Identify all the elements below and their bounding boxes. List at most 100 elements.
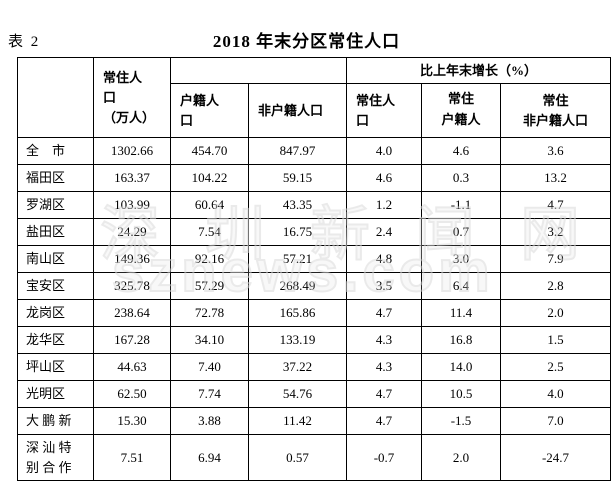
cell-growth-resident: 3.5: [346, 272, 422, 300]
cell-non-hukou: 0.57: [248, 434, 347, 481]
cell-growth-resident: 4.7: [346, 299, 422, 327]
cell-growth-resident: 2.4: [346, 218, 422, 246]
cell-district: 宝安区: [17, 272, 94, 300]
cell-hukou: 7.74: [170, 380, 249, 408]
cell-district: 光明区: [17, 380, 94, 408]
col-header-growth-resident: 常住人 口: [346, 83, 422, 138]
table-number-label: 表 2: [8, 34, 41, 50]
cell-growth-hukou: -1.1: [421, 191, 501, 219]
table-row: 光明区 62.50 7.74 54.76 4.7 10.5 4.0: [17, 380, 612, 408]
cell-growth-hukou: 3.0: [421, 245, 501, 273]
header-line: 常住: [542, 92, 569, 108]
cell-growth-hukou: 10.5: [421, 380, 501, 408]
cell-growth-resident: 4.6: [346, 164, 422, 192]
cell-district: 福田区: [17, 164, 94, 192]
cell-growth-hukou: 0.3: [421, 164, 501, 192]
cell-hukou: 6.94: [170, 434, 249, 481]
col-header-non-hukou: 非户籍人口: [248, 83, 347, 138]
cell-growth-resident: 4.7: [346, 380, 422, 408]
col-header-hukou: 户籍人 口: [170, 83, 249, 138]
cell-growth-resident: 4.0: [346, 137, 422, 165]
cell-resident: 163.37: [93, 164, 171, 192]
cell-non-hukou: 59.15: [248, 164, 347, 192]
header-line: 口: [180, 112, 194, 128]
col-header-resident: 常住人 口 （万人）: [93, 57, 171, 138]
cell-growth-non-hukou: 1.5: [499, 326, 612, 354]
cell-non-hukou: 11.42: [248, 407, 347, 435]
cell-growth-non-hukou: 7.0: [499, 407, 612, 435]
table-row: 南山区 149.36 92.16 57.21 4.8 3.0 7.9: [17, 245, 612, 273]
cell-non-hukou: 54.76: [248, 380, 347, 408]
cell-hukou: 92.16: [170, 245, 249, 273]
cell-resident: 325.78: [93, 272, 171, 300]
cell-non-hukou: 43.35: [248, 191, 347, 219]
cell-resident: 238.64: [93, 299, 171, 327]
cell-resident: 62.50: [93, 380, 171, 408]
population-table: 常住人 口 （万人） 比上年末增长（%） 户籍人 口 非户籍人口 常住人 口 常…: [17, 57, 612, 481]
cell-resident: 7.51: [93, 434, 171, 481]
cell-hukou: 3.88: [170, 407, 249, 435]
col-header-growth-non-hukou: 常住 非户籍人口: [499, 83, 612, 138]
cell-district: 坪山区: [17, 353, 94, 381]
cell-growth-non-hukou: 4.0: [499, 380, 612, 408]
header-line: 户籍人: [441, 112, 481, 127]
table-row: 龙岗区 238.64 72.78 165.86 4.7 11.4 2.0: [17, 299, 612, 327]
cell-resident: 1302.66: [93, 137, 171, 165]
cell-growth-hukou: 0.7: [421, 218, 501, 246]
table-row: 罗湖区 103.99 60.64 43.35 1.2 -1.1 4.7: [17, 191, 612, 219]
table-row: 福田区 163.37 104.22 59.15 4.6 0.3 13.2: [17, 164, 612, 192]
cell-hukou: 7.54: [170, 218, 249, 246]
cell-growth-non-hukou: 13.2: [499, 164, 612, 192]
cell-growth-hukou: 4.6: [421, 137, 501, 165]
cell-hukou: 104.22: [170, 164, 249, 192]
cell-district: 全 市: [17, 137, 94, 165]
cell-district: 龙岗区: [17, 299, 94, 327]
cell-non-hukou: 165.86: [248, 299, 347, 327]
cell-resident: 167.28: [93, 326, 171, 354]
cell-hukou: 454.70: [170, 137, 249, 165]
header-line: 户籍人: [180, 92, 220, 108]
col-header-growth-group: 比上年末增长（%）: [345, 57, 612, 84]
table-row: 坪山区 44.63 7.40 37.22 4.3 14.0 2.5: [17, 353, 612, 381]
cell-non-hukou: 268.49: [248, 272, 347, 300]
header-line: （万人）: [103, 109, 156, 125]
header-line: 常住人: [356, 92, 396, 108]
cell-growth-hukou: -1.5: [421, 407, 501, 435]
cell-hukou: 34.10: [170, 326, 249, 354]
cell-growth-hukou: 14.0: [421, 353, 501, 381]
table-row: 盐田区 24.29 7.54 16.75 2.4 0.7 3.2: [17, 218, 612, 246]
cell-growth-resident: 4.8: [346, 245, 422, 273]
cell-growth-hukou: 6.4: [421, 272, 501, 300]
header-line: 口: [356, 112, 370, 128]
header-line: 常住: [447, 91, 474, 106]
cell-hukou: 60.64: [170, 191, 249, 219]
corner-empty-cell: [17, 57, 94, 138]
cell-growth-hukou: 2.0: [421, 434, 501, 481]
cell-district: 龙华区: [17, 326, 94, 354]
cell-non-hukou: 133.19: [248, 326, 347, 354]
cell-hukou: 72.78: [170, 299, 249, 327]
cell-growth-resident: -0.7: [346, 434, 422, 481]
cell-district: 南山区: [17, 245, 94, 273]
table-row: 龙华区 167.28 34.10 133.19 4.3 16.8 1.5: [17, 326, 612, 354]
empty-group-header-cell: [170, 57, 347, 84]
table-row: 宝安区 325.78 57.29 268.49 3.5 6.4 2.8: [17, 272, 612, 300]
cell-growth-non-hukou: 2.0: [499, 299, 612, 327]
cell-non-hukou: 16.75: [248, 218, 347, 246]
cell-resident: 103.99: [93, 191, 171, 219]
cell-hukou: 7.40: [170, 353, 249, 381]
cell-non-hukou: 847.97: [248, 137, 347, 165]
cell-non-hukou: 57.21: [248, 245, 347, 273]
cell-growth-resident: 1.2: [346, 191, 422, 219]
cell-growth-hukou: 16.8: [421, 326, 501, 354]
cell-growth-non-hukou: -24.7: [499, 434, 612, 481]
cell-district: 罗湖区: [17, 191, 94, 219]
cell-resident: 24.29: [93, 218, 171, 246]
page-title: 2018 年末分区常住人口: [212, 32, 401, 51]
cell-growth-resident: 4.3: [346, 353, 422, 381]
cell-non-hukou: 37.22: [248, 353, 347, 381]
table-row: 全 市 1302.66 454.70 847.97 4.0 4.6 3.6: [17, 137, 612, 165]
cell-resident: 149.36: [93, 245, 171, 273]
cell-hukou: 57.29: [170, 272, 249, 300]
